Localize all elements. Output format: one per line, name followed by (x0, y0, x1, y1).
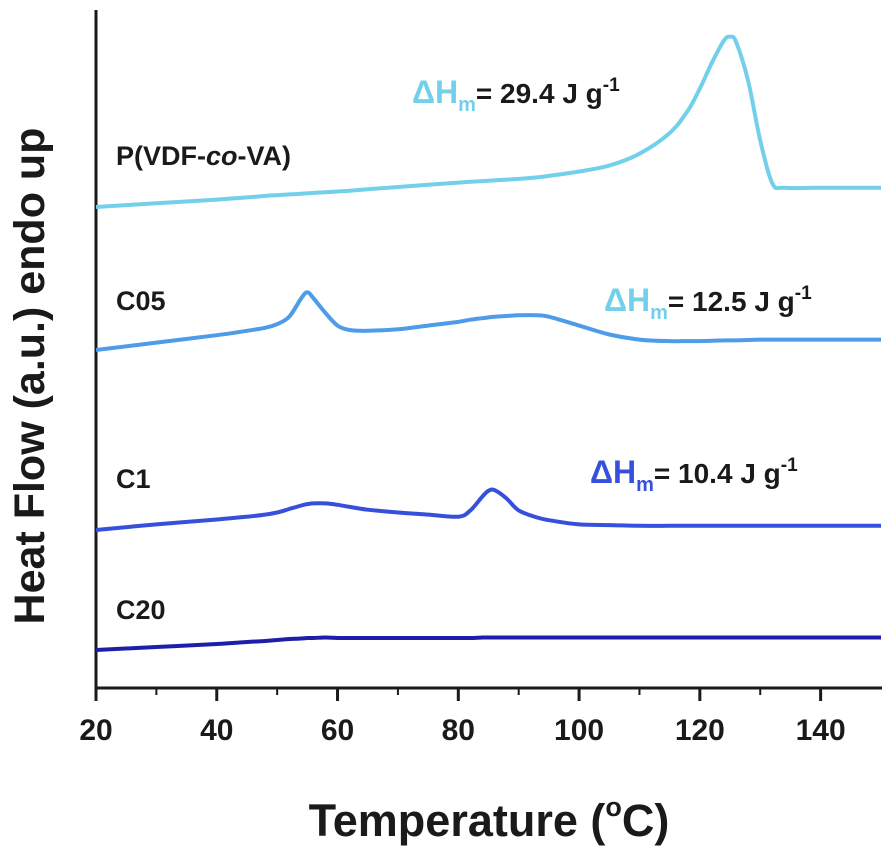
x-tick-label-120: 120 (675, 714, 725, 747)
series-label-pvdf: P(VDF-co-VA) (116, 141, 291, 171)
series-lines (95, 34, 881, 652)
series-line-p-vdf-co-va (95, 34, 881, 209)
series-label-c1: C1 (116, 464, 151, 494)
x-ticks (94, 688, 823, 701)
x-tick-label-140: 140 (796, 714, 846, 747)
y-axis-title: Heat Flow (a.u.) endo up (6, 128, 54, 625)
series-label-c05: C05 (116, 286, 166, 316)
x-tick-label-100: 100 (554, 714, 604, 747)
series-line-c05 (95, 290, 881, 352)
x-tick-label-80: 80 (442, 714, 475, 747)
x-axis-title: Temperature (oC) (309, 792, 670, 846)
x-tick-labels: 20 40 60 80 100 120 140 (79, 714, 845, 747)
annotation-pvdf: ΔHm= 29.4 J g-1 (412, 74, 620, 116)
x-tick-label-60: 60 (321, 714, 354, 747)
annotation-c05: ΔHm= 12.5 J g-1 (604, 282, 812, 324)
annotation-c1: ΔHm= 10.4 J g-1 (590, 454, 798, 496)
series-line-c20 (95, 635, 881, 652)
series-label-c20: C20 (116, 595, 166, 625)
x-tick-label-40: 40 (200, 714, 233, 747)
series-line-c1 (95, 487, 881, 532)
x-tick-label-20: 20 (79, 714, 112, 747)
